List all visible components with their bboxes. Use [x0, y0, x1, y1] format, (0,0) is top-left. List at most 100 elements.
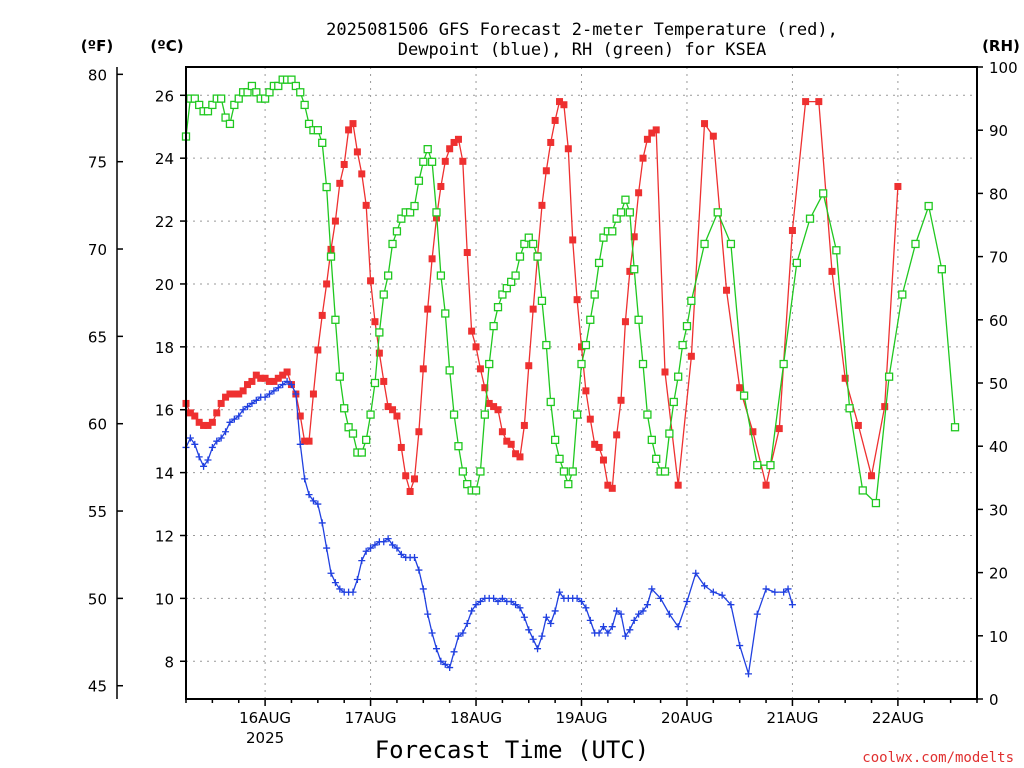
x-tick-label: 19AUG: [556, 709, 608, 727]
temperature-point: [345, 126, 353, 134]
temperature-point: [604, 481, 612, 489]
dewpoint-point: [213, 437, 221, 445]
rh-point: [410, 201, 419, 211]
temperature-point: [608, 484, 616, 492]
rh-point: [423, 145, 432, 154]
dewpoint-point: [274, 384, 282, 392]
rh-point: [638, 359, 648, 369]
temperature-point: [538, 201, 546, 209]
rh-point: [449, 410, 459, 419]
rh-point: [568, 467, 577, 476]
rh-point: [612, 214, 621, 223]
rh-point: [819, 189, 828, 198]
rh-point: [586, 315, 595, 324]
dewpoint-point: [788, 601, 796, 609]
rh-point: [858, 486, 867, 495]
temperature-point: [595, 443, 603, 451]
dewpoint-point: [195, 453, 203, 461]
temperature-point: [296, 412, 304, 420]
temperature-point: [380, 377, 388, 385]
temperature-point: [498, 428, 506, 436]
dewpoint-point: [336, 585, 344, 593]
fahrenheit-tick-label: 55: [88, 503, 107, 521]
rh-point: [362, 435, 371, 445]
temperature-point: [349, 120, 357, 128]
dewpoint-point: [472, 601, 480, 609]
dewpoint-point: [230, 415, 238, 423]
temperature-point: [213, 409, 221, 417]
dewpoint-point: [525, 626, 533, 634]
dewpoint-point: [727, 601, 735, 609]
dewpoint-point: [771, 588, 779, 596]
rh-tick-label: 90: [989, 122, 1008, 140]
rh-point: [911, 239, 920, 249]
temperature-point: [709, 132, 717, 140]
rh-point: [550, 435, 560, 445]
rh-point: [537, 296, 547, 305]
temperature-point: [472, 343, 480, 351]
temperature-point: [362, 201, 370, 209]
rh-point: [432, 208, 441, 217]
rh-point: [480, 410, 489, 419]
dewpoint-point: [226, 418, 234, 426]
temperature-point: [661, 368, 669, 376]
temperature-point: [674, 481, 682, 489]
dewpoint-point: [753, 610, 761, 618]
axes: 8 10 12 14 16 18 20 22 24 26 45 50 55 60 65 70 75 80 0 10 20…: [88, 59, 1018, 747]
rh-point: [678, 340, 687, 350]
rh-point: [326, 252, 336, 261]
rh-point: [739, 391, 749, 400]
temperature-point: [762, 481, 770, 489]
dewpoint-point: [432, 645, 440, 653]
dewpoint-point: [239, 406, 247, 414]
dewpoint-point: [573, 594, 581, 602]
rh-point: [318, 138, 327, 147]
temperature-point: [397, 443, 405, 451]
dewpoint-point: [736, 642, 744, 650]
dewpoint-point: [296, 440, 304, 448]
temperature-point: [573, 296, 581, 304]
rh-point: [463, 479, 472, 489]
rh-point: [392, 227, 402, 236]
rh-point: [660, 467, 670, 476]
rh-point: [331, 315, 340, 324]
rh-point: [458, 467, 468, 476]
dewpoint-point: [621, 632, 629, 640]
rh-series: [181, 75, 960, 508]
dewpoint-point: [556, 588, 564, 596]
rh-point: [348, 429, 358, 438]
dewpoint-point: [780, 588, 788, 596]
rh-point: [520, 239, 529, 249]
dewpoint-point: [490, 594, 498, 602]
temperature-point: [340, 160, 348, 168]
dewpoint-point: [692, 569, 700, 577]
rh-point: [427, 157, 437, 166]
dewpoint-point: [204, 456, 212, 464]
rh-tick-label: 80: [989, 185, 1008, 203]
rh-point: [471, 486, 481, 495]
rh-point: [357, 448, 366, 457]
dewpoint-point: [516, 604, 524, 612]
rh-tick-label: 50: [989, 375, 1008, 393]
temperature-point: [569, 236, 577, 244]
temperature-point: [599, 456, 607, 464]
temperature-point: [736, 384, 744, 392]
x-tick-sublabel: 2025: [246, 729, 284, 747]
fahrenheit-unit-label: (ºF): [81, 37, 113, 55]
rh-point: [397, 214, 406, 223]
dewpoint-point: [784, 585, 792, 593]
rh-point: [616, 208, 626, 217]
rh-point: [608, 227, 617, 236]
dewpoint-point: [323, 544, 331, 552]
fahrenheit-tick-label: 45: [88, 678, 107, 696]
rh-point: [766, 461, 775, 470]
temperature-point: [230, 390, 238, 398]
dewpoint-point: [635, 610, 643, 618]
temperature-point: [626, 267, 634, 275]
grid-lines: [186, 67, 977, 699]
temperature-point: [309, 390, 317, 398]
celsius-tick-label: 26: [155, 87, 174, 105]
rh-point: [502, 284, 511, 293]
dewpoint-point: [617, 610, 625, 618]
temperature-point: [261, 374, 269, 382]
